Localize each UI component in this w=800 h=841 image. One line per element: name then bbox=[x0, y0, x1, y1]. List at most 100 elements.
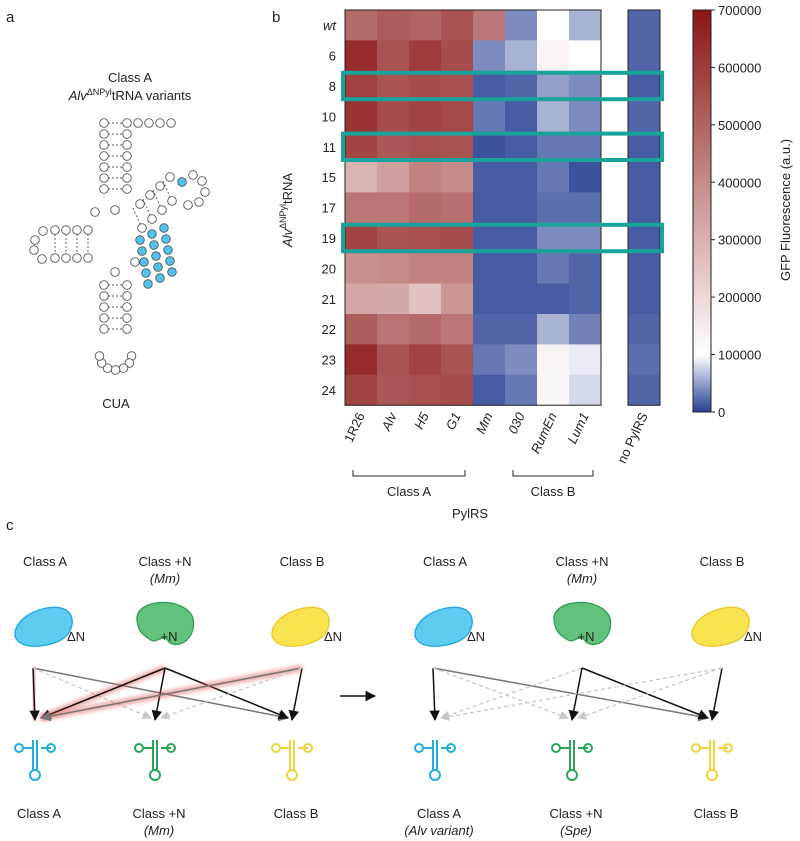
heatmap-cell bbox=[473, 40, 506, 72]
heatmap-cell bbox=[473, 222, 506, 254]
heatmap-cell bbox=[537, 131, 570, 163]
subtitle-tail: tRNA variants bbox=[112, 88, 192, 103]
heatmap-cell bbox=[505, 283, 538, 315]
heatmap-cell bbox=[473, 374, 506, 406]
heatmap-cell bbox=[441, 253, 474, 285]
enzyme-tag: +N bbox=[578, 629, 595, 644]
row-label: 10 bbox=[322, 109, 336, 124]
trna-loop bbox=[271, 743, 281, 753]
trna-icon bbox=[423, 740, 451, 770]
trna-loop bbox=[46, 743, 56, 753]
trna-loop bbox=[446, 743, 456, 753]
trna-loop bbox=[414, 743, 424, 753]
heatmap-cell bbox=[473, 70, 506, 102]
base bbox=[99, 129, 109, 139]
colorbar-tick-label: 500000 bbox=[718, 118, 761, 133]
base bbox=[155, 118, 165, 128]
base bbox=[130, 257, 140, 267]
heatmap-cell bbox=[505, 131, 538, 163]
enzyme-tag: +N bbox=[161, 629, 178, 644]
heatmap-cell bbox=[569, 101, 602, 133]
variant-base bbox=[137, 246, 147, 256]
base bbox=[83, 253, 93, 263]
heatmap-cell bbox=[377, 374, 410, 406]
interaction-arrow bbox=[432, 667, 569, 720]
variant-base bbox=[139, 257, 149, 267]
heatmap-cell bbox=[505, 314, 538, 345]
heatmap-cell bbox=[537, 222, 570, 254]
base bbox=[122, 313, 132, 323]
column-label: no PylRS bbox=[614, 410, 651, 466]
trna-label: Class B bbox=[694, 806, 739, 821]
heatmap-cell bbox=[409, 10, 442, 41]
heatmap-cell bbox=[505, 101, 538, 133]
base bbox=[30, 235, 40, 245]
heatmap-cell bbox=[345, 131, 378, 163]
base bbox=[94, 351, 105, 361]
heatmap-cell bbox=[377, 162, 410, 193]
heatmap-cell bbox=[377, 283, 410, 315]
base bbox=[135, 199, 145, 209]
row-label: 6 bbox=[329, 49, 336, 64]
heatmap-cell bbox=[345, 283, 378, 315]
heatmap-cell bbox=[628, 131, 661, 163]
interaction-arrow bbox=[29, 667, 40, 722]
row-label: 22 bbox=[322, 322, 336, 337]
heatmap-cell bbox=[441, 40, 474, 72]
heatmap-cell bbox=[628, 70, 661, 102]
panel-label: a bbox=[6, 9, 15, 26]
variant-base bbox=[143, 279, 153, 289]
heatmap-cell bbox=[473, 283, 506, 315]
trna-label: Class B bbox=[274, 806, 319, 821]
base bbox=[183, 200, 193, 210]
heatmap-cell bbox=[441, 283, 474, 315]
heatmap-cell bbox=[345, 10, 378, 41]
heatmap-cell bbox=[569, 374, 602, 406]
y-axis-label: AlvΔNPyltRNA bbox=[278, 173, 295, 248]
base bbox=[166, 118, 176, 128]
trna-loop bbox=[551, 743, 561, 753]
heatmap-cell bbox=[473, 10, 506, 41]
heatmap-frame bbox=[344, 9, 602, 406]
heatmap-cell bbox=[441, 70, 474, 102]
enzyme-tag: ΔN bbox=[744, 629, 762, 644]
base bbox=[147, 214, 157, 224]
heatmap-cell bbox=[537, 374, 570, 406]
trna-icon bbox=[560, 740, 588, 770]
enzyme bbox=[136, 601, 195, 646]
heatmap-cell bbox=[505, 40, 538, 72]
heatmap-cell bbox=[441, 192, 474, 224]
enzyme bbox=[691, 606, 750, 647]
trna-icon bbox=[280, 740, 308, 770]
x-axis-label: PylRS bbox=[452, 506, 488, 521]
enzyme-label: Class A bbox=[23, 554, 67, 569]
heatmap-cell bbox=[628, 192, 661, 224]
heatmap-cell bbox=[505, 70, 538, 102]
variant-base bbox=[149, 240, 159, 250]
base bbox=[155, 181, 165, 191]
ylabel-sup: ΔNPyl bbox=[278, 204, 288, 229]
heatmap-cell bbox=[628, 10, 661, 41]
column-label: Mm bbox=[473, 410, 496, 436]
base bbox=[137, 223, 147, 233]
colorbar-tick-label: 700000 bbox=[718, 3, 761, 18]
base bbox=[99, 280, 109, 290]
trna-loop bbox=[583, 743, 593, 753]
subtitle-base: Alv bbox=[68, 88, 89, 103]
heatmap-cell bbox=[628, 344, 661, 376]
heatmap-cell bbox=[441, 10, 474, 41]
trna-label: Class +N bbox=[132, 806, 185, 821]
base bbox=[99, 291, 109, 301]
base bbox=[167, 196, 177, 206]
variant-base bbox=[155, 273, 165, 283]
heatmap-cell bbox=[537, 192, 570, 224]
interaction-arrow bbox=[164, 667, 289, 720]
heatmap-cell bbox=[409, 344, 442, 376]
panel-label: c bbox=[6, 517, 14, 534]
row-label: 24 bbox=[322, 383, 336, 398]
trna-loop bbox=[149, 769, 161, 781]
heatmap-cell bbox=[409, 162, 442, 193]
heatmap-cell bbox=[441, 101, 474, 133]
ylabel-base: Alv bbox=[280, 228, 295, 249]
interaction-arrow bbox=[432, 667, 710, 722]
